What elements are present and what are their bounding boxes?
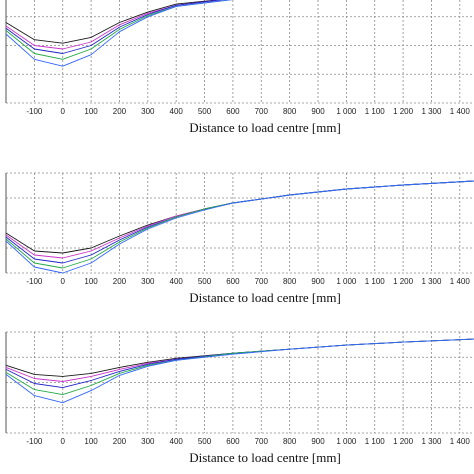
x-tick-label: 1 000 xyxy=(336,107,357,116)
x-tick-label: 1 100 xyxy=(365,437,386,446)
series-line-1 xyxy=(5,338,474,377)
x-tick-label: 1 100 xyxy=(365,277,386,286)
x-tick-label: 500 xyxy=(198,107,212,116)
x-tick-label: 0 xyxy=(61,437,66,446)
x-tick-label: 1 400 xyxy=(450,437,471,446)
series-line-2 xyxy=(5,0,223,50)
x-axis-label: Distance to load centre [mm] xyxy=(189,450,341,465)
x-tick-label: 700 xyxy=(255,437,269,446)
x-tick-label: 100 xyxy=(84,437,98,446)
x-tick-label: 900 xyxy=(311,437,325,446)
x-tick-label: 200 xyxy=(113,437,127,446)
x-tick-label: 600 xyxy=(226,437,240,446)
x-tick-label: 1 000 xyxy=(336,277,357,286)
x-tick-label: 100 xyxy=(84,277,98,286)
x-tick-label: 300 xyxy=(141,107,155,116)
x-tick-label: 300 xyxy=(141,277,155,286)
x-tick-label: 400 xyxy=(170,277,184,286)
x-tick-label: 600 xyxy=(226,277,240,286)
x-tick-label: 1 200 xyxy=(393,277,414,286)
x-tick-label: 1 200 xyxy=(393,107,414,116)
x-tick-label: 1 000 xyxy=(336,437,357,446)
x-tick-label: 500 xyxy=(198,277,212,286)
chart-panel-1: -100 0 100 200 300 400 500 600 700 800 900 1 000 1 1… xyxy=(5,0,474,135)
x-tick-label: 800 xyxy=(283,107,297,116)
series-line-3 xyxy=(5,0,223,54)
x-tick-label: 1 400 xyxy=(450,107,471,116)
series-line-1 xyxy=(5,0,221,44)
x-axis-label: Distance to load centre [mm] xyxy=(189,290,341,305)
x-tick-label: 1 200 xyxy=(393,437,414,446)
x-tick-label: 700 xyxy=(255,107,269,116)
x-tick-label: 1 100 xyxy=(365,107,386,116)
series-line-3 xyxy=(5,338,474,389)
x-tick-label: 800 xyxy=(283,277,297,286)
x-tick-label: 0 xyxy=(61,107,66,116)
x-axis-label: Distance to load centre [mm] xyxy=(189,120,341,135)
x-tick-label: 400 xyxy=(170,437,184,446)
series-line-1 xyxy=(5,180,474,254)
x-tick-label: -100 xyxy=(26,107,43,116)
x-tick-label: -100 xyxy=(26,437,43,446)
x-tick-label: 0 xyxy=(61,277,66,286)
x-tick-label: 1 300 xyxy=(421,107,442,116)
x-tick-label: 1 400 xyxy=(450,277,471,286)
x-tick-label: 400 xyxy=(170,107,184,116)
x-tick-label: -100 xyxy=(26,277,43,286)
x-tick-label: 200 xyxy=(113,277,127,286)
series-line-5 xyxy=(5,0,233,67)
x-tick-label: 900 xyxy=(311,107,325,116)
series-line-4 xyxy=(5,338,474,396)
x-tick-label: 1 300 xyxy=(421,277,442,286)
x-tick-label: 700 xyxy=(255,277,269,286)
x-tick-label: 100 xyxy=(84,107,98,116)
x-tick-label: 500 xyxy=(198,437,212,446)
chart-panel-2: -100 0 100 200 300 400 500 600 700 800 900 1 000 1 1… xyxy=(5,172,474,305)
chart-panel-3: -100 0 100 200 300 400 500 600 700 800 900 1 000 1 1… xyxy=(5,331,474,465)
series-line-4 xyxy=(5,0,233,60)
x-tick-label: 600 xyxy=(226,107,240,116)
series-line-2 xyxy=(5,180,474,259)
series-line-5 xyxy=(5,180,474,274)
series-line-5 xyxy=(5,338,474,404)
x-tick-label: 900 xyxy=(311,277,325,286)
x-tick-label: 200 xyxy=(113,107,127,116)
x-tick-label: 300 xyxy=(141,437,155,446)
x-tick-label: 1 300 xyxy=(421,437,442,446)
x-tick-label: 800 xyxy=(283,437,297,446)
